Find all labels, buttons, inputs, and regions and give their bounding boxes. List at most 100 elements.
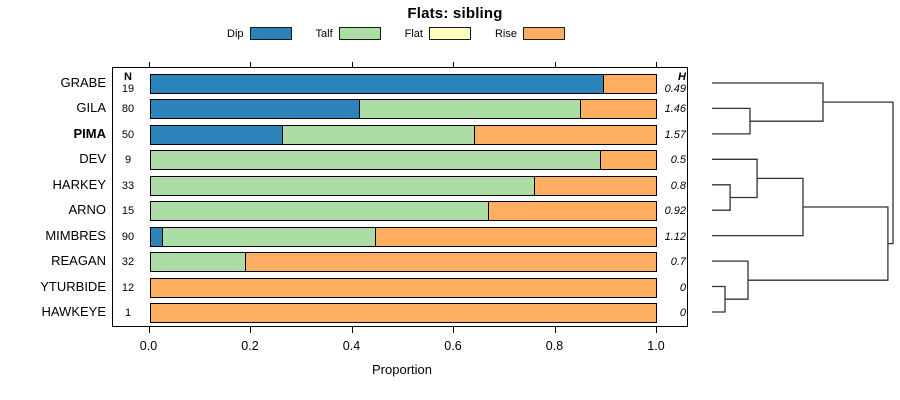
bar-segment-dip — [150, 227, 162, 246]
y-axis-label-arno: ARNO — [68, 202, 106, 218]
x-tick-mark — [250, 327, 251, 333]
y-axis-label-gila: GILA — [76, 100, 106, 116]
bar-segment-rise — [599, 151, 656, 170]
plot-area: N 19 H 0.49 80 1.46 50 1.57 9 0.5 33 0.8 15 0.92 90 1.1… — [112, 67, 688, 327]
stacked-bar-row — [149, 302, 657, 323]
bar-segment-talf — [150, 176, 534, 195]
n-value: 80 — [121, 103, 135, 116]
bar-segment-talf — [150, 253, 246, 272]
legend-item-label: Dip — [227, 27, 244, 40]
legend-swatch — [428, 27, 471, 40]
x-tick-mark-top — [453, 62, 454, 67]
h-value: 1.46 — [664, 103, 686, 116]
bar-segment-rise — [533, 176, 656, 195]
stacked-bar-row — [149, 201, 657, 222]
legend-swatch — [523, 27, 565, 40]
h-value: 0 — [679, 306, 686, 319]
stacked-bar-row — [149, 74, 657, 94]
bar-segment-talf — [281, 125, 474, 144]
legend-item: Dip — [227, 27, 292, 40]
h-value: 0.92 — [664, 205, 686, 218]
y-axis-label-dev: DEV — [79, 151, 106, 167]
bar-segment-rise — [150, 303, 656, 322]
y-axis-label-grabe: GRABE — [60, 75, 106, 90]
h-value: 1.57 — [664, 128, 686, 141]
h-value: H 0.49 — [664, 71, 686, 95]
y-axis-label-mimbres: MIMBRES — [45, 227, 106, 243]
n-column-header: N — [124, 71, 132, 83]
bar-segment-talf — [150, 151, 600, 170]
x-tick-mark-top — [554, 62, 556, 67]
legend: Dip Talf Flat Rise — [227, 27, 565, 40]
x-tick-mark-top — [656, 62, 657, 67]
y-axis-label-reagan: REAGAN — [51, 253, 106, 269]
x-tick-mark-top — [250, 62, 251, 67]
bar-segment-dip — [150, 100, 360, 119]
bar-segment-rise — [602, 75, 656, 93]
n-value: 15 — [121, 205, 135, 218]
stacked-bar-row — [149, 99, 657, 120]
bar-segment-dip — [150, 75, 603, 93]
x-tick-mark-top — [351, 62, 353, 67]
x-tick-label: 0.2 — [241, 339, 259, 353]
x-tick-mark — [656, 327, 657, 333]
n-value: 32 — [121, 256, 135, 269]
x-tick-mark — [351, 327, 353, 333]
x-tick-mark — [148, 327, 150, 333]
y-axis-label-pima: PIMA — [73, 125, 107, 141]
legend-item: Flat — [405, 27, 471, 40]
bar-segment-dip — [150, 125, 282, 144]
x-tick-mark — [554, 327, 556, 333]
legend-item: Rise — [495, 27, 565, 40]
h-column-header: H — [678, 71, 686, 83]
legend-item-label: Flat — [404, 27, 423, 40]
x-tick-label: 0.8 — [545, 339, 564, 353]
bar-segment-rise — [245, 253, 656, 272]
n-value: 90 — [121, 230, 135, 243]
x-tick-mark — [453, 327, 454, 333]
bar-segment-rise — [580, 100, 656, 119]
legend-swatch — [249, 27, 292, 40]
bar-segment-rise — [474, 125, 656, 144]
legend-swatch — [338, 27, 381, 40]
n-value: 9 — [124, 154, 132, 167]
h-value: 0 — [679, 281, 686, 294]
x-axis-title: Proportion — [372, 362, 432, 377]
stacked-bar-row — [149, 124, 657, 145]
x-tick-label: 0.6 — [444, 339, 462, 353]
bar-segment-talf — [161, 227, 375, 246]
bar-segment-rise — [487, 202, 656, 221]
chart-title: Flats: sibling — [407, 5, 503, 22]
x-tick-label: 1.0 — [647, 339, 665, 353]
bar-segment-rise — [374, 227, 656, 246]
bar-segment-talf — [150, 202, 488, 221]
bar-segment-talf — [359, 100, 581, 119]
dendrogram-links — [712, 82, 894, 313]
x-tick-label: 0.0 — [139, 339, 158, 353]
stacked-bar-row — [149, 252, 657, 273]
bar-segment-rise — [150, 278, 656, 297]
stacked-bar-row — [149, 226, 657, 247]
stacked-bar-row — [149, 175, 657, 196]
n-value: 12 — [121, 281, 135, 294]
legend-item: Talf — [316, 27, 381, 40]
x-tick-mark-top — [148, 62, 150, 67]
h-value: 0.8 — [670, 179, 686, 192]
legend-item-label: Rise — [494, 27, 517, 40]
dendrogram — [712, 82, 894, 313]
h-value: 0.7 — [670, 256, 686, 269]
n-value: 50 — [121, 128, 135, 141]
y-axis-label-yturbide: YTURBIDE — [40, 278, 106, 294]
x-tick-label: 0.4 — [342, 339, 361, 353]
legend-item-label: Talf — [315, 27, 333, 40]
y-axis-label-hawkeye: HAWKEYE — [41, 303, 106, 319]
stacked-bar-row — [149, 150, 657, 171]
n-value: 1 — [124, 306, 132, 319]
n-value: 33 — [121, 179, 135, 192]
y-axis-label-harkey: HARKEY — [52, 176, 106, 192]
h-value: 0.5 — [670, 154, 686, 167]
stacked-bar-row — [149, 277, 657, 298]
n-value: N 19 — [121, 71, 135, 95]
h-value: 1.12 — [664, 230, 686, 243]
